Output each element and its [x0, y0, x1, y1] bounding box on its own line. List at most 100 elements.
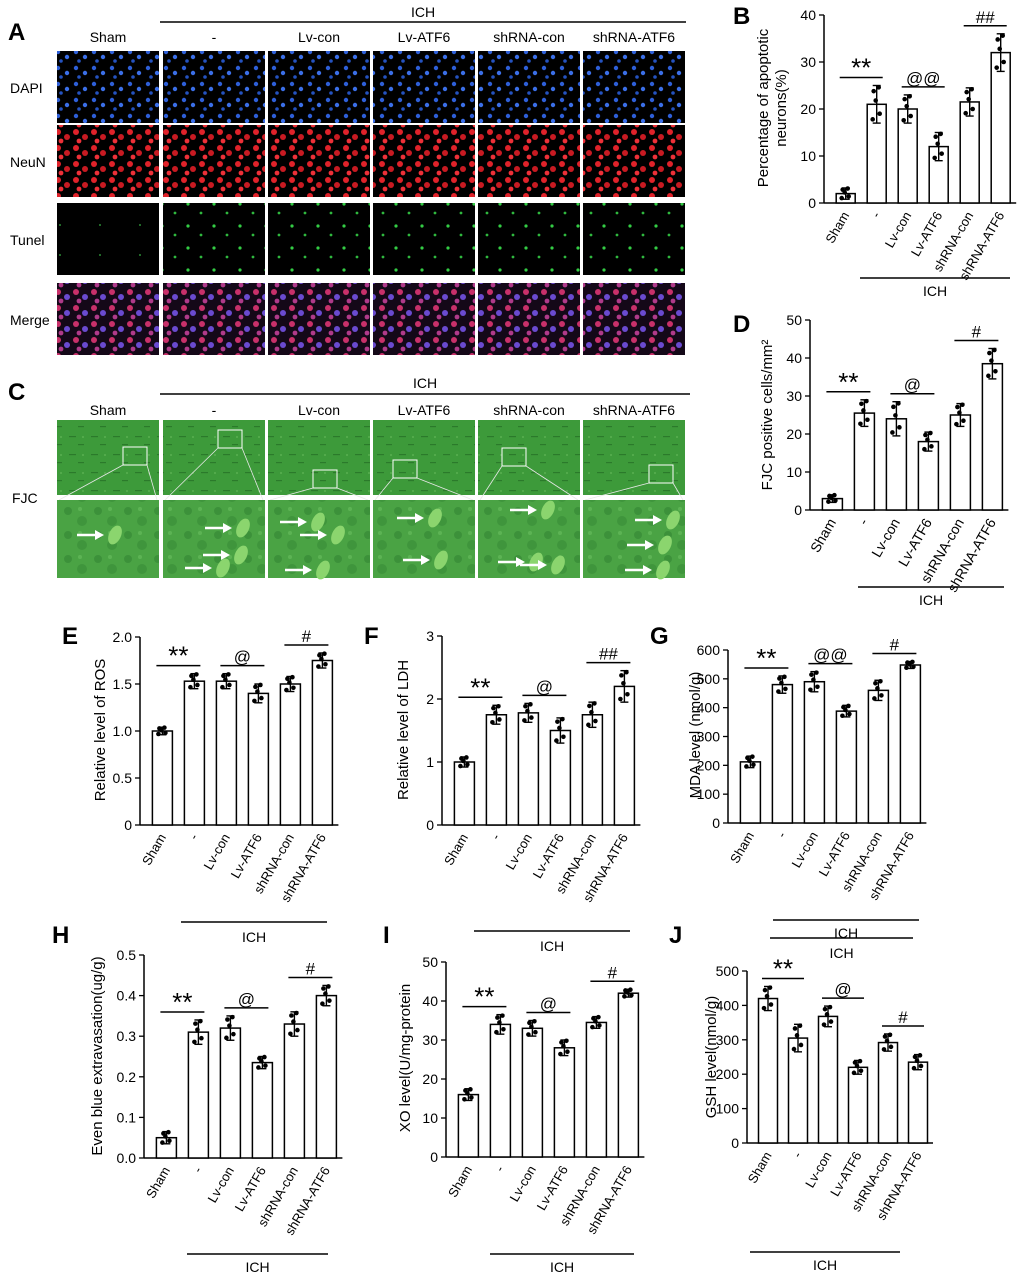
- category-label: -: [868, 209, 883, 220]
- category-label: Lv-con: [502, 831, 535, 872]
- significance-label: **: [172, 987, 192, 1017]
- data-point: [166, 1129, 171, 1135]
- y-tick-label: 0.2: [117, 1069, 137, 1085]
- significance-label: @: [540, 995, 557, 1014]
- bar: [757, 997, 779, 1144]
- data-point: [597, 1023, 602, 1028]
- y-tick-label: 200: [697, 757, 721, 773]
- fjc-positive-cell: [216, 558, 230, 578]
- data-point: [870, 117, 875, 122]
- panel-a-row-label: NeuN: [10, 154, 46, 170]
- data-point: [904, 103, 909, 109]
- data-point: [858, 1068, 864, 1074]
- data-point: [970, 106, 975, 112]
- group-label: ICH: [923, 283, 947, 299]
- data-point: [295, 1027, 300, 1033]
- micrograph-tile: [268, 51, 370, 123]
- bar: [835, 710, 858, 824]
- panel-c-col-label: Lv-con: [298, 402, 340, 418]
- fjc-overview-tile: [478, 420, 580, 495]
- data-point: [761, 1005, 767, 1011]
- data-point: [316, 664, 321, 669]
- bar: [739, 761, 762, 824]
- arrow-head: [421, 555, 430, 565]
- zoom-box: [648, 464, 674, 484]
- data-point: [525, 708, 530, 714]
- data-point: [890, 430, 895, 435]
- fjc-positive-cell: [311, 512, 325, 532]
- fjc-zoom-tile: [163, 500, 265, 578]
- y-tick-label: 0: [124, 817, 132, 833]
- data-point: [839, 195, 844, 201]
- data-point: [861, 408, 866, 413]
- bar: [453, 761, 476, 826]
- bar: [183, 680, 206, 826]
- data-point: [624, 669, 629, 675]
- bar: [917, 440, 940, 511]
- significance-label: **: [756, 643, 776, 673]
- data-point: [625, 990, 630, 995]
- data-point: [750, 754, 755, 759]
- bar: [279, 683, 302, 826]
- data-point: [221, 673, 226, 679]
- data-point: [891, 404, 896, 410]
- data-point: [767, 985, 773, 990]
- bar: [489, 1023, 512, 1158]
- y-tick-label: 40: [786, 350, 802, 366]
- data-point: [501, 1026, 506, 1032]
- bar: [187, 1031, 210, 1159]
- bar: [803, 680, 826, 824]
- zoom-guide: [416, 477, 474, 501]
- significance-label: #: [302, 627, 312, 646]
- zoom-guide: [241, 447, 264, 501]
- data-point: [288, 1031, 293, 1037]
- bar: [899, 664, 922, 824]
- significance-label: ##: [599, 645, 618, 664]
- group-label-top: ICH: [242, 929, 266, 945]
- category-label: Sham: [745, 1149, 775, 1186]
- data-point: [252, 698, 257, 704]
- category-label: Sham: [143, 1164, 173, 1201]
- panel-a-col-label: -: [212, 29, 217, 45]
- data-point: [465, 762, 470, 767]
- data-point: [593, 718, 598, 724]
- data-point: [462, 1096, 467, 1102]
- category-label: Lv-con: [802, 1149, 835, 1190]
- data-point: [955, 404, 960, 410]
- data-point: [864, 398, 869, 404]
- data-point: [744, 764, 749, 769]
- micrograph-tile: [583, 51, 685, 123]
- y-tick-label: 0: [794, 502, 802, 518]
- data-point: [824, 1012, 830, 1017]
- zoom-guide: [146, 464, 158, 501]
- data-point: [223, 677, 228, 682]
- data-point: [621, 680, 626, 686]
- category-label: Sham: [807, 516, 839, 556]
- data-point: [458, 763, 463, 769]
- data-point: [587, 703, 592, 709]
- category-label: -: [488, 831, 503, 842]
- chart-b: B 0 10 20 30 40 Percentage of apoptoticneurons…: [733, 3, 1017, 299]
- data-point: [291, 1019, 296, 1024]
- data-point: [879, 693, 884, 698]
- data-point: [995, 37, 1000, 42]
- micrograph-layer: A ICH Sham - Lv-con Lv-ATF6 shRNA-con shRNA-ATF…: [8, 4, 690, 580]
- category-label: -: [190, 1164, 205, 1175]
- chart-g: G 0 100 200 300 400 500 600 MDA level (nmol/g) Sh…: [650, 623, 927, 941]
- micrograph-tile: [268, 283, 370, 355]
- category-label: -: [855, 515, 871, 527]
- data-point: [1000, 33, 1005, 38]
- data-point: [922, 446, 927, 452]
- micrograph-tile: [268, 125, 370, 197]
- bar: [990, 51, 1011, 204]
- data-point: [156, 731, 161, 737]
- zoom-guide: [479, 465, 503, 501]
- group-label: ICH: [245, 1259, 269, 1275]
- bar: [315, 994, 338, 1159]
- y-tick-label: 50: [786, 312, 802, 328]
- data-point: [963, 110, 968, 116]
- data-point: [291, 685, 296, 691]
- data-point: [285, 676, 290, 682]
- significance-label: **: [838, 367, 858, 397]
- data-point: [191, 677, 196, 682]
